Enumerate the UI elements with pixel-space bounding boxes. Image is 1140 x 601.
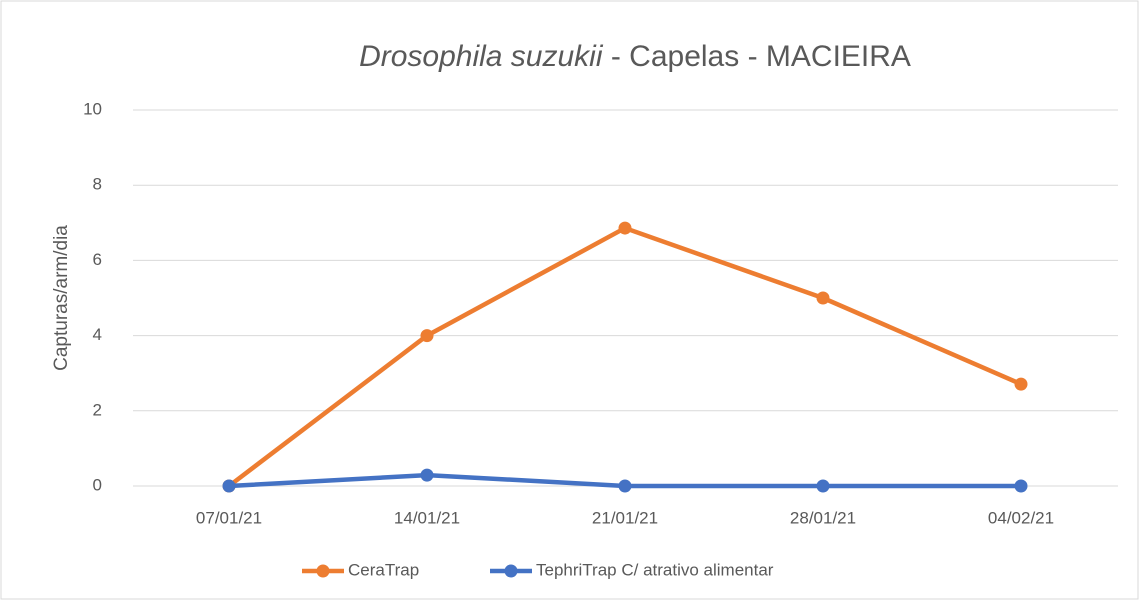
y-tick-label: 2: [93, 400, 102, 419]
legend-label: TephriTrap C/ atrativo alimentar: [536, 560, 774, 579]
marker: [816, 479, 830, 493]
legend-label: CeraTrap: [348, 560, 419, 579]
y-tick-label: 8: [93, 175, 102, 194]
x-tick-label: 21/01/21: [592, 508, 658, 527]
y-tick-label: 4: [93, 325, 102, 344]
marker: [1014, 377, 1028, 391]
marker: [420, 329, 434, 343]
y-tick-label: 6: [93, 250, 102, 269]
x-tick-label: 07/01/21: [196, 508, 262, 527]
y-tick-label: 10: [83, 99, 102, 118]
marker: [618, 479, 632, 493]
title-part: - Capelas - MACIEIRA: [603, 40, 911, 73]
marker: [816, 291, 830, 305]
x-tick-label: 04/02/21: [988, 508, 1054, 527]
marker: [420, 468, 434, 482]
marker: [618, 221, 632, 235]
marker: [222, 479, 236, 493]
legend-marker: [316, 564, 330, 578]
title-part: Drosophila suzukii: [359, 40, 604, 73]
y-tick-label: 0: [93, 475, 102, 494]
y-axis-label: Capturas/arm/dia: [51, 225, 72, 371]
chart-title: Drosophila suzukii - Capelas - MACIEIRA: [359, 40, 911, 73]
legend-marker: [504, 564, 518, 578]
x-tick-label: 14/01/21: [394, 508, 460, 527]
marker: [1014, 479, 1028, 493]
x-tick-label: 28/01/21: [790, 508, 856, 527]
